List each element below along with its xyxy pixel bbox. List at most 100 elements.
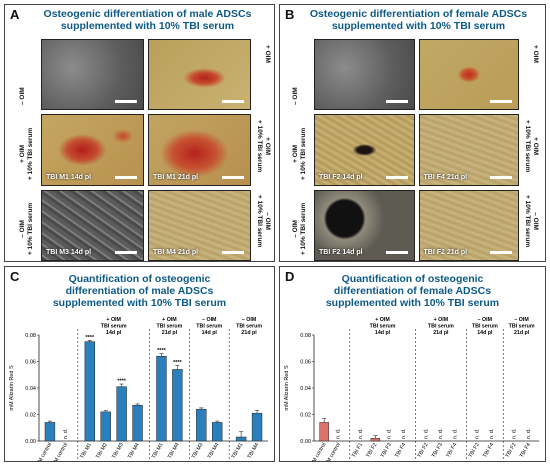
micrograph-image: TBI F2 14d pl: [314, 189, 415, 261]
group-label: + OIM: [106, 317, 121, 323]
x-tick-label: TBI M2: [95, 442, 109, 460]
y-tick-label: 0.00: [25, 439, 36, 445]
not-detected-label: n. d.: [387, 429, 393, 439]
micrograph-label: TBI F2 14d pl: [319, 173, 363, 181]
x-tick-label: OIM control: [309, 442, 328, 461]
bar: [116, 386, 127, 442]
group-label: TBI serum: [196, 324, 222, 330]
x-tick-label: TBI M1: [79, 442, 93, 460]
micrograph-label: TBI F4 21d pl: [423, 173, 468, 181]
x-tick-label: TBI F3: [380, 442, 393, 459]
row-label-left: – OIM: [292, 86, 299, 105]
y-tick-label: 0.08: [300, 333, 311, 339]
x-tick-label: TBI M3: [191, 442, 205, 460]
bar: [172, 369, 183, 442]
significance-label: ****: [157, 348, 166, 354]
x-tick-label: TBI F2: [417, 442, 430, 459]
x-tick-label: TBI F1: [351, 442, 364, 459]
row-label-right: – OIM + 10% TBI serum: [524, 195, 539, 248]
x-tick-label: TBI M1: [231, 442, 245, 460]
row-label-left: – OIM + 10% TBI serum: [292, 203, 307, 256]
scale-bar: [490, 175, 512, 179]
not-detected-label: n. d.: [511, 429, 517, 439]
micrograph-image: TBI M3 14d pl: [41, 189, 144, 261]
micrograph-image: TBI M4 21d pl: [148, 189, 251, 261]
micrograph-image: [41, 39, 144, 111]
micrograph-image: TBI M1 14d pl: [41, 114, 144, 186]
micrograph-grid: TBI M1 14d pl TBI M1 21d pl TBI M3 14d pl T…: [19, 39, 271, 261]
row-label-left: + OIM + 10% TBI serum: [292, 127, 307, 180]
group-label: + OIM: [162, 317, 177, 323]
not-detected-label: n. d.: [438, 429, 444, 439]
row-label-left: + OIM + 10% TBI serum: [19, 127, 34, 180]
x-tick-label: TBI M4: [247, 442, 261, 460]
bar: [196, 408, 207, 442]
micrograph-label: TBI F2 14d pl: [319, 248, 363, 256]
group-label: TBI serum: [472, 324, 498, 330]
group-label: + OIM: [375, 317, 390, 323]
x-tick-label: TBI M1: [151, 442, 165, 460]
micrograph-image: [418, 39, 519, 111]
group-label: + OIM: [434, 317, 449, 323]
x-tick-label: TBI F2: [505, 442, 518, 459]
group-label: – OIM: [242, 317, 257, 323]
y-tick-label: 0.04: [25, 386, 36, 392]
bar: [156, 355, 167, 442]
y-tick-label: 0.02: [300, 412, 311, 418]
bar: [235, 436, 247, 442]
scale-bar: [385, 250, 408, 254]
x-tick-label: TBI M4: [207, 442, 221, 460]
group-label: 21d pl: [241, 330, 257, 336]
row-label-right: + OIM: [532, 44, 539, 63]
row-label-right: + OIM: [264, 44, 271, 63]
y-tick-label: 0.04: [300, 386, 311, 392]
not-detected-label: n. d.: [63, 429, 69, 439]
x-tick-label: TBI F2: [365, 442, 378, 459]
row-label-right: + OIM + 10% TBI serum: [256, 120, 271, 173]
scale-bar: [490, 100, 512, 104]
bar: [84, 341, 95, 442]
panel-c: C Quantification of osteogenic different…: [4, 266, 275, 462]
micrograph-grid: TBI F2 14d pl TBI F4 21d pl TBI F2 14d pl T…: [292, 39, 539, 261]
group-label: – OIM: [514, 317, 529, 323]
scale-bar: [222, 100, 244, 104]
not-detected-label: n. d.: [424, 429, 430, 439]
micrograph-image: TBI F2 14d pl: [314, 114, 415, 186]
micrograph-image: [314, 39, 415, 111]
micrograph-label: TBI F2 21d pl: [423, 248, 468, 256]
x-tick-label: TBI F4: [482, 442, 495, 459]
panel-b: B Osteogenic differentiation of female A…: [279, 4, 546, 262]
y-tick-label: 0.06: [25, 359, 36, 365]
scale-bar: [490, 250, 512, 254]
bar: [251, 412, 263, 442]
group-label: TBI serum: [370, 324, 396, 330]
panel-a: A Osteogenic differentiation of male ADS…: [4, 4, 275, 262]
x-tick-label: TBI M3: [111, 442, 125, 460]
y-tick-label: 0.02: [25, 412, 36, 418]
group-label: TBI serum: [428, 324, 454, 330]
panel-letter: D: [285, 269, 295, 284]
x-tick-label: TBI F4: [394, 442, 407, 459]
x-tick-label: TBI F3: [431, 442, 444, 459]
not-detected-label: n. d.: [526, 429, 532, 439]
group-label: 14d pl: [375, 330, 391, 336]
panel-letter: C: [10, 269, 20, 284]
group-label: – OIM: [202, 317, 217, 323]
scale-bar: [115, 175, 137, 179]
not-detected-label: n. d.: [358, 429, 364, 439]
y-axis-label: mM Alizarin Red S: [284, 365, 290, 411]
group-label: TBI serum: [101, 324, 127, 330]
panel-title: Osteogenic differentiation of male ADSCs…: [43, 8, 252, 32]
x-tick-label: OIM control: [34, 442, 53, 461]
bar: [370, 438, 381, 442]
y-tick-label: 0.06: [300, 359, 311, 365]
micrograph-label: TBI M4 21d pl: [153, 248, 199, 256]
row-label-right: + OIM + 10% TBI serum: [524, 120, 539, 173]
group-label: 14d pl: [477, 330, 493, 336]
panel-letter: B: [285, 7, 295, 22]
scale-bar: [222, 175, 244, 179]
y-tick-label: 0.08: [25, 333, 36, 339]
y-axis-label: mM Alizarin Red S: [9, 365, 15, 411]
scale-bar: [385, 175, 408, 179]
not-detected-label: n. d.: [475, 429, 481, 439]
